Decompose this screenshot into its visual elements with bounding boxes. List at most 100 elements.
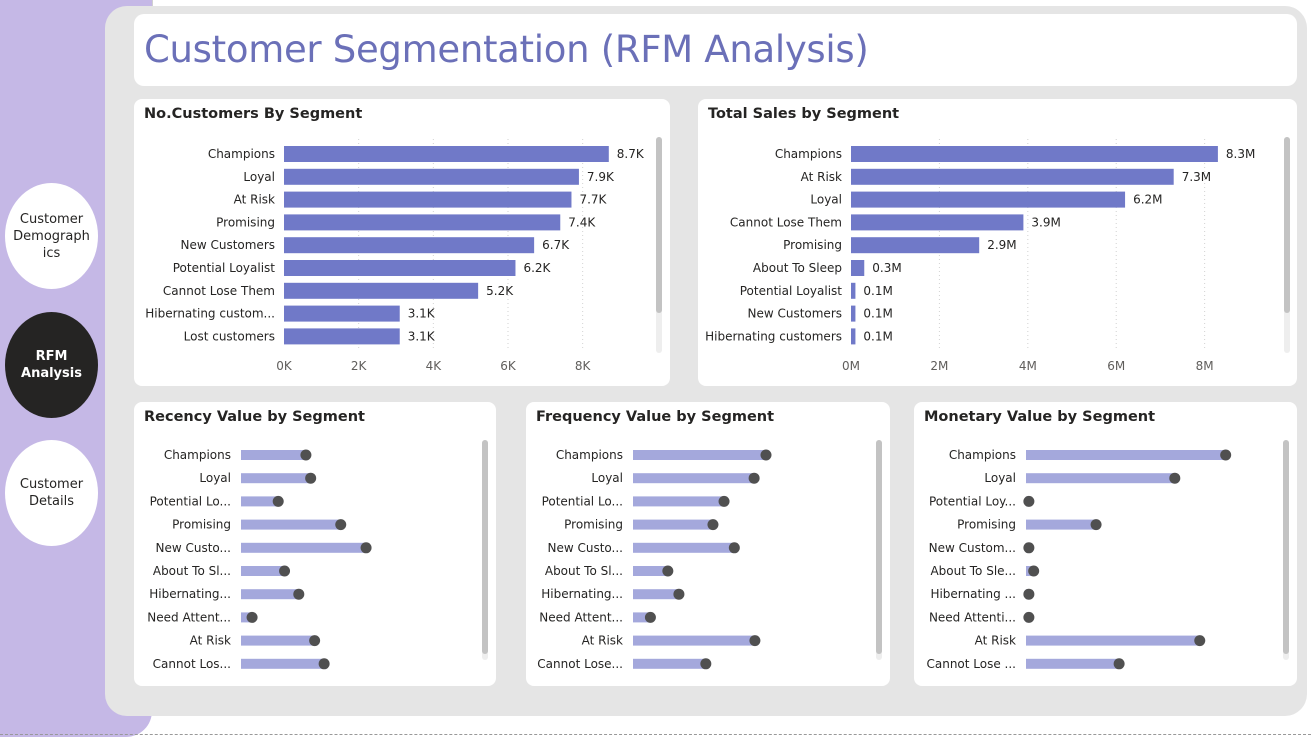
bar: [1026, 473, 1175, 484]
category-label: Hibernating ...: [930, 587, 1016, 601]
bar: [851, 260, 865, 276]
category-label: At Risk: [801, 170, 842, 184]
data-label: 0.1M: [863, 329, 892, 343]
sales-by-segment-card: Total Sales by Segment 0M 2M 4M 6M 8M Champio…: [698, 99, 1297, 386]
category-label: Promising: [957, 518, 1016, 532]
x-tick-label: 8K: [575, 359, 592, 373]
lollipop-dot: [707, 519, 719, 531]
lollipop-dot: [293, 588, 305, 600]
category-label: Need Attent...: [147, 610, 231, 624]
category-label: Hibernating...: [541, 587, 623, 601]
bar: [284, 260, 516, 276]
category-label: Champions: [949, 448, 1016, 462]
page-border: [0, 734, 1311, 735]
recency-by-segment-chart: Champions Loyal Potential Lo... Promising Ne…: [147, 448, 372, 671]
data-label: 0.1M: [863, 307, 892, 321]
bar: [851, 146, 1218, 162]
bar: [284, 214, 561, 231]
bar: [284, 191, 572, 208]
category-label: Potential Lo...: [150, 494, 231, 508]
category-label: Need Attenti...: [929, 610, 1016, 624]
lollipop-dot: [1194, 635, 1206, 647]
bar: [633, 635, 755, 646]
x-tick-label: 6M: [1107, 359, 1125, 373]
lollipop-dot: [335, 519, 347, 531]
lollipop-dot: [673, 588, 685, 600]
category-label: Lost customers: [184, 329, 275, 343]
x-tick-label: 2K: [351, 359, 368, 373]
category-label: Cannot Los...: [153, 657, 231, 671]
x-tick-label: 6K: [500, 359, 517, 373]
nav-label: Customer Details: [19, 477, 84, 509]
lollipop-dot: [246, 611, 258, 623]
lollipop-dot: [309, 635, 321, 647]
lollipop-dot: [644, 611, 656, 623]
scrollbar[interactable]: [1283, 440, 1289, 660]
category-label: At Risk: [234, 193, 275, 207]
bar: [241, 519, 341, 530]
nav-rfm-analysis-button[interactable]: RFM Analysis: [5, 312, 98, 418]
lollipop-dot: [1113, 658, 1125, 670]
category-label: Promising: [216, 215, 275, 229]
category-label: New Custo...: [547, 541, 623, 555]
lollipop-dot: [279, 565, 291, 577]
scrollbar[interactable]: [482, 440, 488, 660]
monetary-by-segment-card: Monetary Value by Segment Champions Loyal…: [914, 402, 1297, 686]
scrollbar[interactable]: [656, 137, 662, 353]
category-label: Cannot Lose Them: [163, 284, 275, 298]
bar: [633, 589, 679, 600]
bar: [851, 305, 856, 322]
scrollbar[interactable]: [1284, 137, 1290, 353]
bar: [241, 635, 315, 646]
category-label: New Custom...: [929, 541, 1016, 555]
category-label: Potential Lo...: [542, 494, 623, 508]
data-label: 8.3M: [1226, 147, 1255, 161]
bar: [1026, 519, 1097, 530]
category-label: Cannot Lose ...: [926, 657, 1016, 671]
lollipop-dot: [748, 472, 760, 484]
category-label: Loyal: [984, 471, 1016, 485]
x-tick-label: 4K: [426, 359, 443, 373]
lollipop-dot: [305, 472, 317, 484]
bar: [851, 214, 1024, 231]
lollipop-dot: [300, 449, 312, 461]
category-label: New Customers: [747, 307, 842, 321]
bar: [633, 496, 725, 507]
title-card: Customer Segmentation (RFM Analysis): [134, 14, 1297, 86]
data-label: 7.9K: [587, 170, 615, 184]
lollipop-dot: [1220, 449, 1232, 461]
lollipop-dot: [760, 449, 772, 461]
category-label: Promising: [172, 518, 231, 532]
data-label: 6.2K: [523, 261, 551, 275]
data-label: 0.3M: [872, 261, 901, 275]
scrollbar-thumb[interactable]: [656, 137, 662, 313]
data-label: 8.7K: [617, 147, 645, 161]
page-title: Customer Segmentation (RFM Analysis): [144, 28, 869, 71]
nav-customer-details-button[interactable]: Customer Details: [5, 440, 98, 546]
x-tick-label: 0M: [842, 359, 860, 373]
bar: [241, 566, 285, 576]
scrollbar-thumb[interactable]: [876, 440, 882, 654]
data-label: 7.7K: [579, 193, 607, 207]
bar: [633, 542, 735, 553]
scrollbar-thumb[interactable]: [482, 440, 488, 654]
lollipop-dot: [318, 658, 330, 670]
x-tick-label: 0K: [276, 359, 293, 373]
scrollbar-thumb[interactable]: [1283, 440, 1289, 654]
scrollbar-thumb[interactable]: [1284, 137, 1290, 313]
chart-title: Recency Value by Segment: [144, 409, 365, 425]
scrollbar[interactable]: [876, 440, 882, 660]
chart-title: Frequency Value by Segment: [536, 409, 775, 425]
lollipop-dot: [1169, 472, 1181, 484]
category-label: Hibernating custom...: [145, 307, 275, 321]
nav-customer-demographics-button[interactable]: Customer Demographics: [5, 183, 98, 289]
bar: [1026, 635, 1200, 646]
bar: [241, 612, 253, 623]
customers-by-segment-chart: 0K 2K 4K 6K 8K Champions 8.7K Loyal 7.9K At Risk 7…: [145, 139, 645, 373]
bar: [284, 168, 579, 185]
category-label: Loyal: [810, 193, 842, 207]
category-label: Loyal: [199, 471, 231, 485]
bar: [241, 473, 311, 484]
data-label: 3.1K: [408, 307, 436, 321]
bar: [851, 237, 980, 254]
